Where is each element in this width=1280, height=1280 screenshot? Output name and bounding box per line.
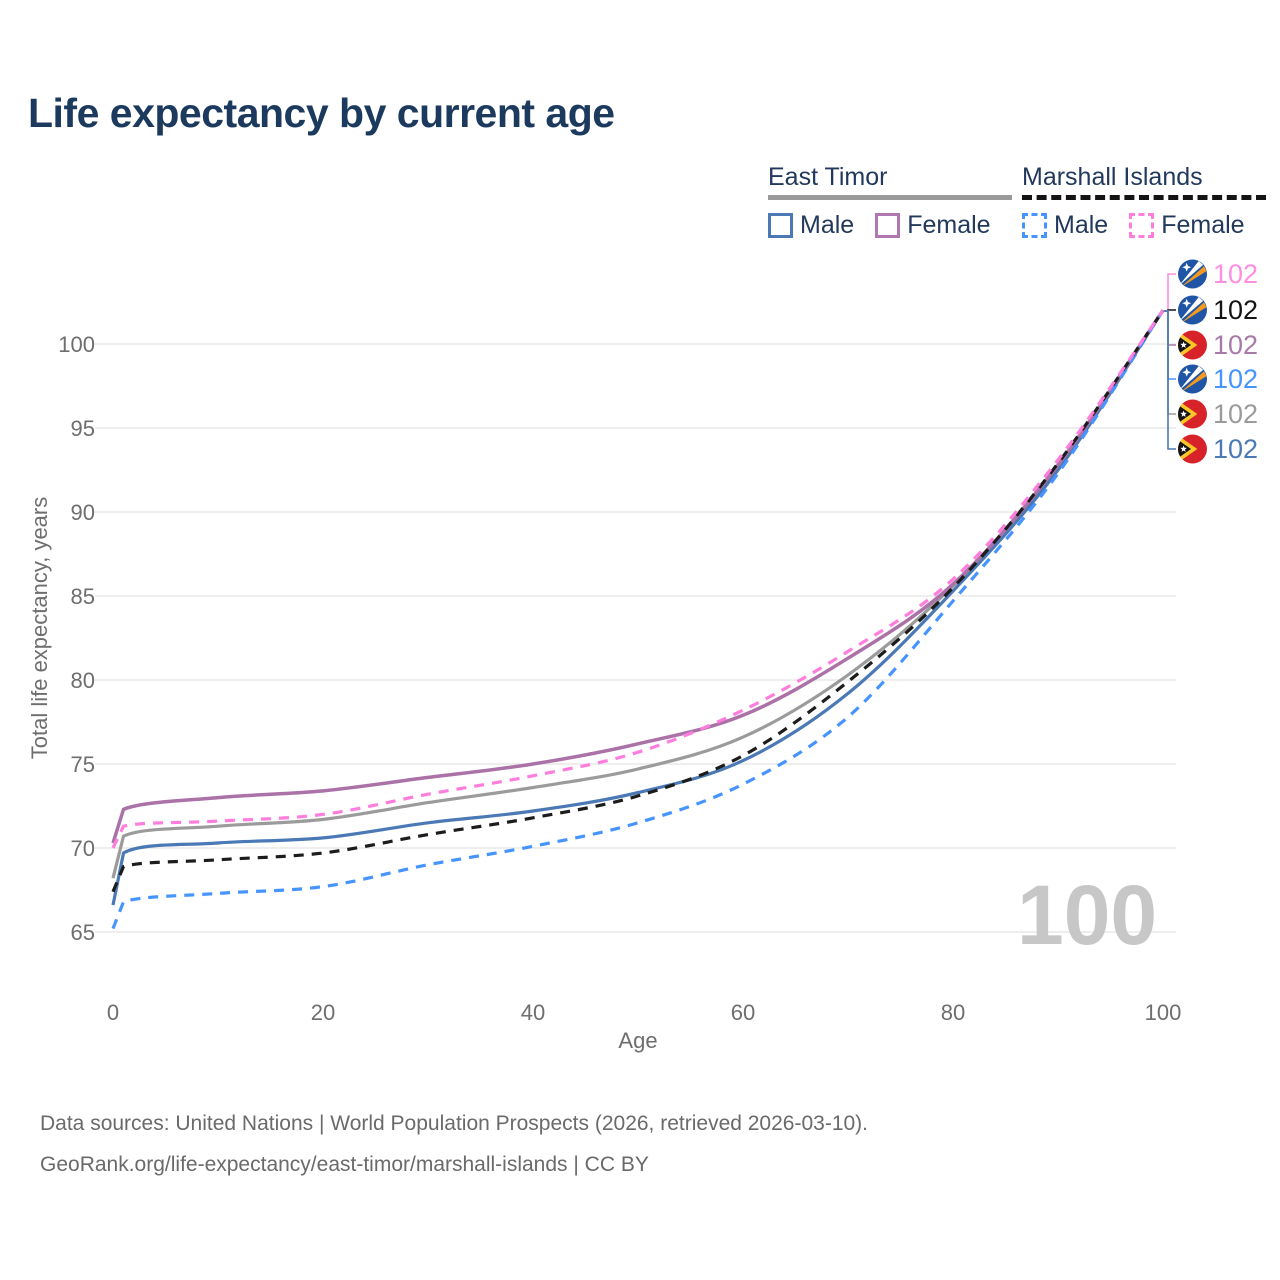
x-tick-label-0: 0 [107,1000,119,1025]
series-line-marshall-islands-female[interactable] [111,309,1165,849]
y-tick-label-100: 100 [58,332,95,357]
east-timor-flag-icon [1178,400,1207,429]
end-label-connector [1163,310,1176,450]
legend-group-east-timor: East Timor Male Female [768,163,1012,240]
end-label-connector [1163,310,1176,415]
y-tick-label-95: 95 [71,416,95,441]
x-tick-label-80: 80 [941,1000,965,1025]
marshall-islands-flag-icon [1178,365,1207,394]
marshall-islands-flag-icon [1178,296,1207,325]
marshall-islands-flag-icon [1178,260,1207,289]
end-label-value: 102 [1213,399,1258,429]
x-tick-label-40: 40 [521,1000,545,1025]
series-line-east-timor-male[interactable] [111,309,1165,906]
x-tick-label-20: 20 [311,1000,335,1025]
legend-swatch-marshall-islands-female[interactable] [1129,213,1155,238]
legend-label-east-timor-female[interactable]: Female [907,211,991,239]
legend-header-east-timor[interactable]: East Timor [768,163,888,191]
x-axis-title: Age [618,1028,657,1053]
legend-swatch-east-timor-female[interactable] [875,213,901,238]
end-label-value: 102 [1213,295,1258,325]
y-tick-label-85: 85 [71,584,95,609]
legend-group-marshall-islands: Marshall Islands Male Female [1022,163,1266,240]
legend-swatch-marshall-islands-male[interactable] [1022,213,1047,238]
y-tick-label-80: 80 [71,668,95,693]
x-tick-label-100: 100 [1145,1000,1182,1025]
legend-underline-marshall-islands-dashed [1022,195,1266,200]
legend-label-east-timor-male[interactable]: Male [800,211,855,239]
page-title: Life expectancy by current age [28,90,615,136]
east-timor-flag-icon [1178,331,1207,360]
end-label-value: 102 [1213,364,1258,394]
y-tick-label-75: 75 [71,752,95,777]
end-label-connector [1163,310,1176,346]
footer-data-sources: Data sources: United Nations | World Pop… [40,1112,869,1135]
end-label-connector [1163,273,1176,312]
legend-header-marshall-islands[interactable]: Marshall Islands [1022,163,1203,191]
end-label-value: 102 [1213,330,1258,360]
east-timor-flag-icon [1178,435,1207,464]
end-label-marshall-islands-total[interactable]: 102 [1163,295,1259,325]
legend-label-marshall-islands-male[interactable]: Male [1054,211,1109,239]
legend-underline-east-timor-solid [768,195,1012,200]
age-watermark: 100 [1017,868,1157,962]
series-line-east-timor-female[interactable] [111,309,1165,844]
series-line-marshall-islands-total[interactable] [111,309,1165,893]
end-label-east-timor-male[interactable]: 102 [1163,310,1259,464]
y-tick-label-90: 90 [71,500,95,525]
data-source-footer: Data sources: United Nations | World Pop… [40,1103,868,1185]
y-tick-label-65: 65 [71,920,95,945]
legend-swatch-east-timor-male[interactable] [768,213,793,238]
y-tick-label-70: 70 [71,836,95,861]
end-label-value: 102 [1213,259,1258,289]
y-axis-title: Total life expectancy, years [27,497,52,760]
legend-label-marshall-islands-female[interactable]: Female [1161,211,1245,239]
end-label-marshall-islands-male[interactable]: 102 [1163,310,1259,394]
end-label-value: 102 [1213,434,1258,464]
series-line-marshall-islands-male[interactable] [111,309,1165,930]
x-tick-label-60: 60 [731,1000,755,1025]
footer-attribution: GeoRank.org/life-expectancy/east-timor/m… [40,1153,649,1176]
